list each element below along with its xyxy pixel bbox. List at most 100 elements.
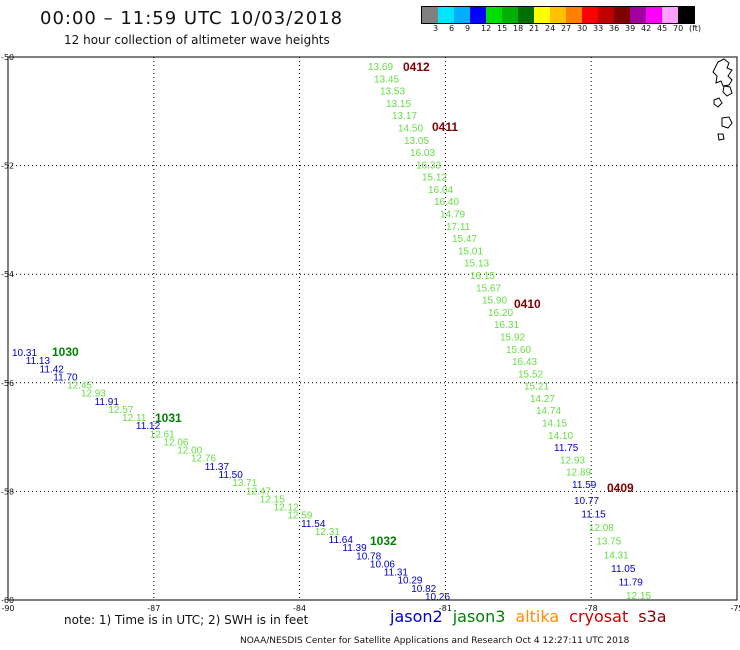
color-swatch	[454, 7, 470, 23]
wave-height-value: 13.75	[596, 537, 621, 548]
wave-height-value: 12.00	[177, 446, 202, 457]
color-scale-label: 27	[561, 24, 572, 33]
wave-height-value: 12.11	[122, 413, 147, 424]
pass-label: 1032	[370, 534, 397, 548]
color-swatch	[662, 7, 678, 23]
wave-height-value: 12.15	[626, 591, 651, 602]
wave-height-value: 10.06	[370, 559, 395, 570]
color-scale-label: 3	[433, 24, 439, 33]
wave-height-value: 11.39	[342, 543, 367, 554]
wave-height-value: 11.54	[301, 519, 326, 530]
axis-ticks: -90 -87 -84 -81 -78 -75 -50 -52 -54 -56 -58 -60	[1, 53, 740, 613]
legend-altika: altika	[515, 607, 560, 626]
pass-label: 0411	[432, 120, 458, 134]
wave-height-value: 12.61	[150, 429, 175, 440]
wave-height-value: 11.31	[384, 568, 409, 579]
wave-height-value: 12.06	[163, 437, 188, 448]
wave-height-value: 12.08	[589, 523, 614, 534]
wave-height-value: 16.40	[434, 197, 459, 208]
color-swatch	[646, 7, 662, 23]
lat-tick-label: -52	[1, 162, 14, 171]
wave-height-value: 14.50	[398, 123, 423, 134]
wave-height-value: 13.05	[404, 136, 429, 147]
lat-tick-label: -58	[1, 487, 14, 496]
pass-label: 0409	[607, 481, 634, 495]
wave-height-value: 14.10	[548, 431, 573, 442]
pass-label: 0410	[514, 297, 541, 311]
color-swatch	[614, 7, 630, 23]
coastline-segment	[721, 116, 733, 129]
legend-jason3: jason3	[452, 607, 506, 626]
wave-height-value: 14.31	[604, 550, 629, 561]
wave-height-value: 11.42	[40, 364, 65, 375]
wave-height-value: 16.03	[410, 148, 435, 159]
wave-height-value: 11.15	[581, 510, 606, 521]
color-scale-label: 6	[449, 24, 455, 33]
color-swatch	[534, 7, 550, 23]
color-scale-label: 18	[513, 24, 524, 33]
wave-height-value: 11.64	[329, 535, 354, 546]
color-scale-label: 24	[545, 24, 556, 33]
wave-height-value: 15.52	[518, 369, 543, 380]
wave-height-value: 12.93	[560, 455, 585, 466]
wave-height-value: 11.70	[53, 372, 78, 383]
wave-height-value: 12.93	[81, 389, 106, 400]
color-scale-bar	[421, 6, 695, 24]
color-scale-label: 33	[593, 24, 604, 33]
map-grid	[8, 57, 737, 600]
wave-height-value: 16.20	[488, 308, 513, 319]
lat-tick-label: -50	[1, 53, 14, 62]
map-subtitle: 12 hour collection of altimeter wave hei…	[64, 33, 330, 47]
wave-height-value: 12.59	[287, 511, 312, 522]
color-swatch	[550, 7, 566, 23]
pass-label: 1030	[52, 345, 79, 359]
color-swatch	[470, 7, 486, 23]
wave-height-value: 11.37	[205, 462, 230, 473]
wave-height-value: 13.53	[380, 87, 405, 98]
wave-height-value: 14.74	[536, 406, 561, 417]
wave-height-value: 10.31	[12, 348, 37, 359]
wave-height-value: 11.91	[95, 397, 120, 408]
lon-tick-label: -81	[439, 604, 452, 613]
lon-tick-label: -87	[147, 604, 160, 613]
wave-height-value: 12.76	[191, 454, 216, 465]
color-scale-label: (ft)	[689, 24, 702, 33]
color-swatch	[566, 7, 582, 23]
wave-height-value: 10.77	[574, 496, 599, 507]
wave-height-value: 14.79	[440, 210, 465, 221]
wave-height-value: 12.89	[566, 468, 591, 479]
wave-height-value: 10.26	[425, 592, 450, 603]
wave-height-value: 10.78	[356, 551, 381, 562]
wave-height-value: 13.15	[386, 99, 411, 110]
color-scale-label: 12	[481, 24, 492, 33]
pass-labels: 0412 0411 0410 0409 1030 1031 1032	[52, 60, 634, 548]
wave-height-value: 15.90	[482, 296, 507, 307]
color-swatch	[502, 7, 518, 23]
color-swatch	[582, 7, 598, 23]
wave-height-value: 16.33	[416, 160, 441, 171]
wave-height-value: 15.12	[422, 173, 447, 184]
color-scale-label: 39	[625, 24, 636, 33]
wave-height-value: 11.79	[619, 577, 644, 588]
wave-height-value: 13.17	[392, 111, 417, 122]
color-swatch	[598, 7, 614, 23]
map-border	[7, 56, 738, 601]
wave-height-value: 15.21	[524, 382, 549, 393]
wave-height-value: 12.12	[274, 503, 299, 514]
wave-height-value: 11.75	[554, 443, 579, 454]
wave-height-value: 12.45	[67, 381, 92, 392]
wave-height-value: 12.31	[315, 527, 340, 538]
footer-note: note: 1) Time is in UTC; 2) SWH is in fe…	[64, 613, 309, 627]
legend-jason2: jason2	[390, 607, 443, 626]
coastline-segment	[713, 97, 723, 108]
wave-height-value: 16.04	[428, 185, 453, 196]
lat-tick-label: -56	[1, 379, 14, 388]
wave-height-value: 15.92	[500, 332, 525, 343]
color-scale-label: 9	[465, 24, 471, 33]
lat-tick-label: -60	[1, 596, 14, 605]
wave-height-value: 15.13	[464, 259, 489, 270]
color-scale-label: 21	[529, 24, 540, 33]
lat-tick-label: -54	[1, 270, 14, 279]
